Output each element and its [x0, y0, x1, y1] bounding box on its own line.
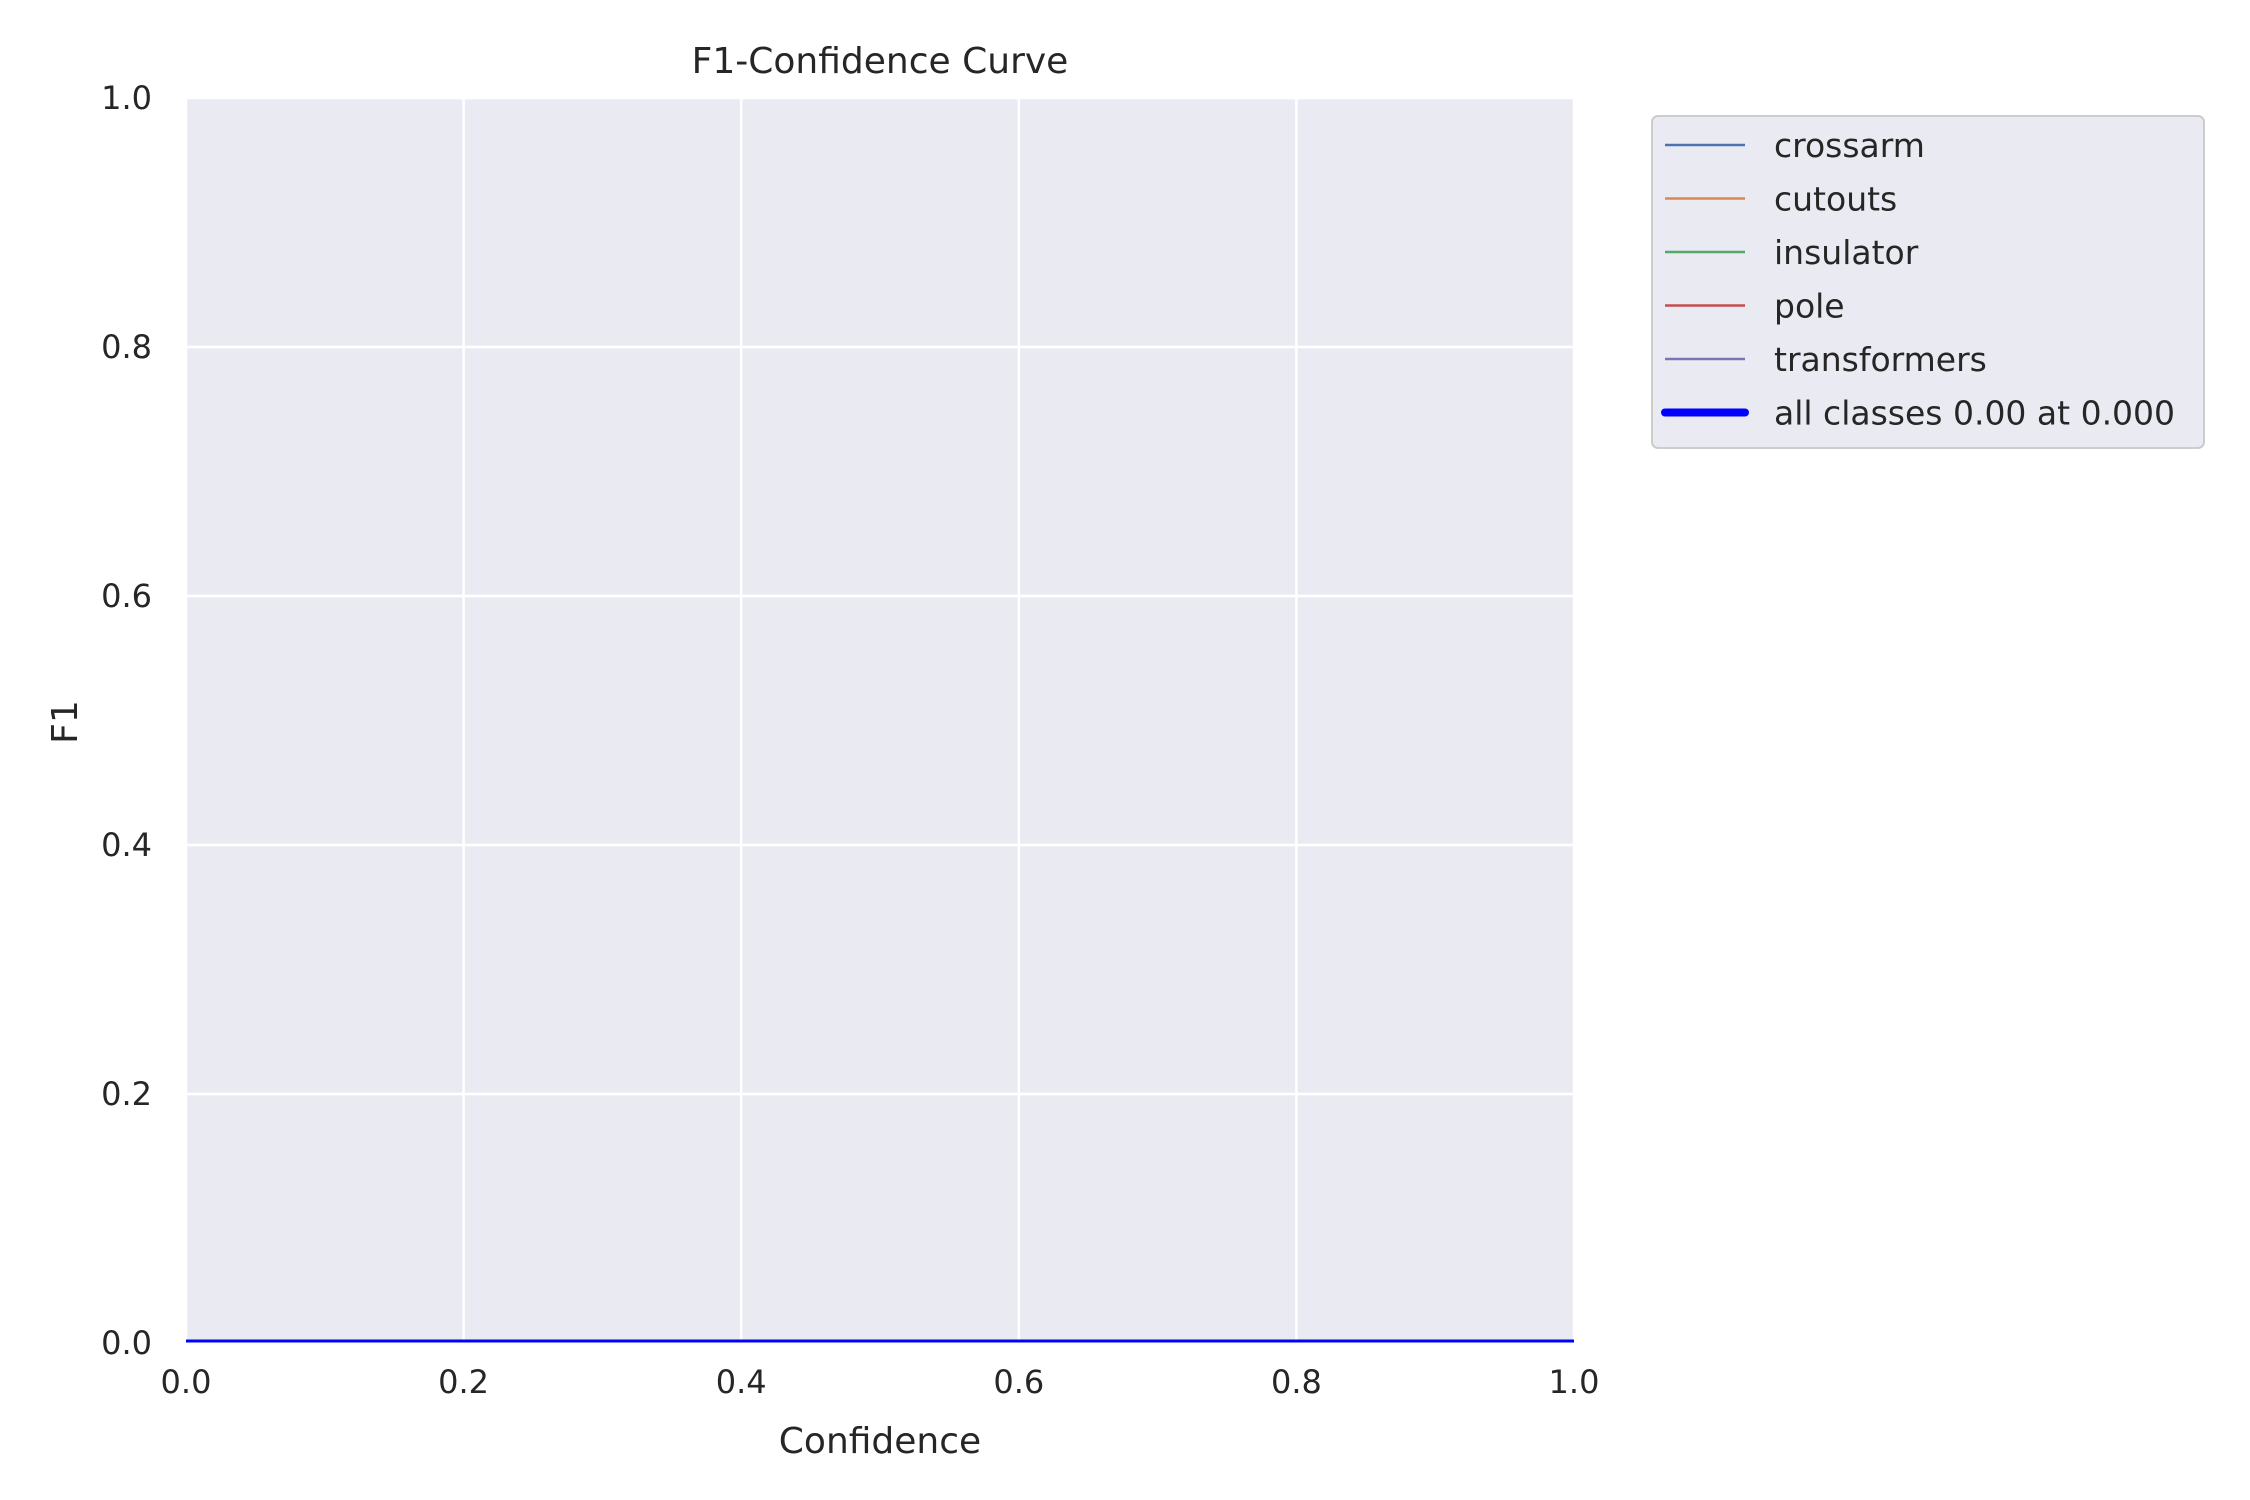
legend-label-0: crossarm — [1774, 126, 1925, 165]
legend-label-1: cutouts — [1774, 180, 1897, 219]
legend-label-5: all classes 0.00 at 0.000 — [1774, 394, 2175, 433]
plot-background — [186, 98, 1574, 1343]
y-tick-label-0: 0.0 — [101, 1324, 152, 1362]
chart-title: F1-Confidence Curve — [692, 41, 1069, 82]
legend-box — [1651, 115, 2205, 449]
x-tick-label-5: 1.0 — [1549, 1363, 1600, 1401]
y-tick-label-1: 0.2 — [101, 1075, 152, 1113]
x-axis-label: Confidence — [779, 1421, 981, 1462]
x-tick-labels: 0.0 0.2 0.4 0.6 0.8 1.0 — [161, 1363, 1600, 1401]
x-tick-label-2: 0.4 — [716, 1363, 767, 1401]
legend-label-4: transformers — [1774, 340, 1987, 379]
y-tick-labels: 0.0 0.2 0.4 0.6 0.8 1.0 — [101, 79, 152, 1362]
y-tick-label-2: 0.4 — [101, 826, 152, 864]
legend-label-2: insulator — [1774, 233, 1919, 272]
x-tick-label-3: 0.6 — [993, 1363, 1044, 1401]
y-axis-label: F1 — [45, 700, 86, 744]
y-tick-label-3: 0.6 — [101, 577, 152, 615]
x-tick-label-0: 0.0 — [161, 1363, 212, 1401]
y-tick-label-5: 1.0 — [101, 79, 152, 117]
x-tick-label-4: 0.8 — [1271, 1363, 1322, 1401]
grid-lines — [184, 96, 1576, 1345]
legend-label-3: pole — [1774, 287, 1845, 326]
legend: crossarm cutouts insulator pole transformers… — [1651, 115, 2205, 449]
x-tick-label-1: 0.2 — [438, 1363, 489, 1401]
y-tick-label-4: 0.8 — [101, 328, 152, 366]
